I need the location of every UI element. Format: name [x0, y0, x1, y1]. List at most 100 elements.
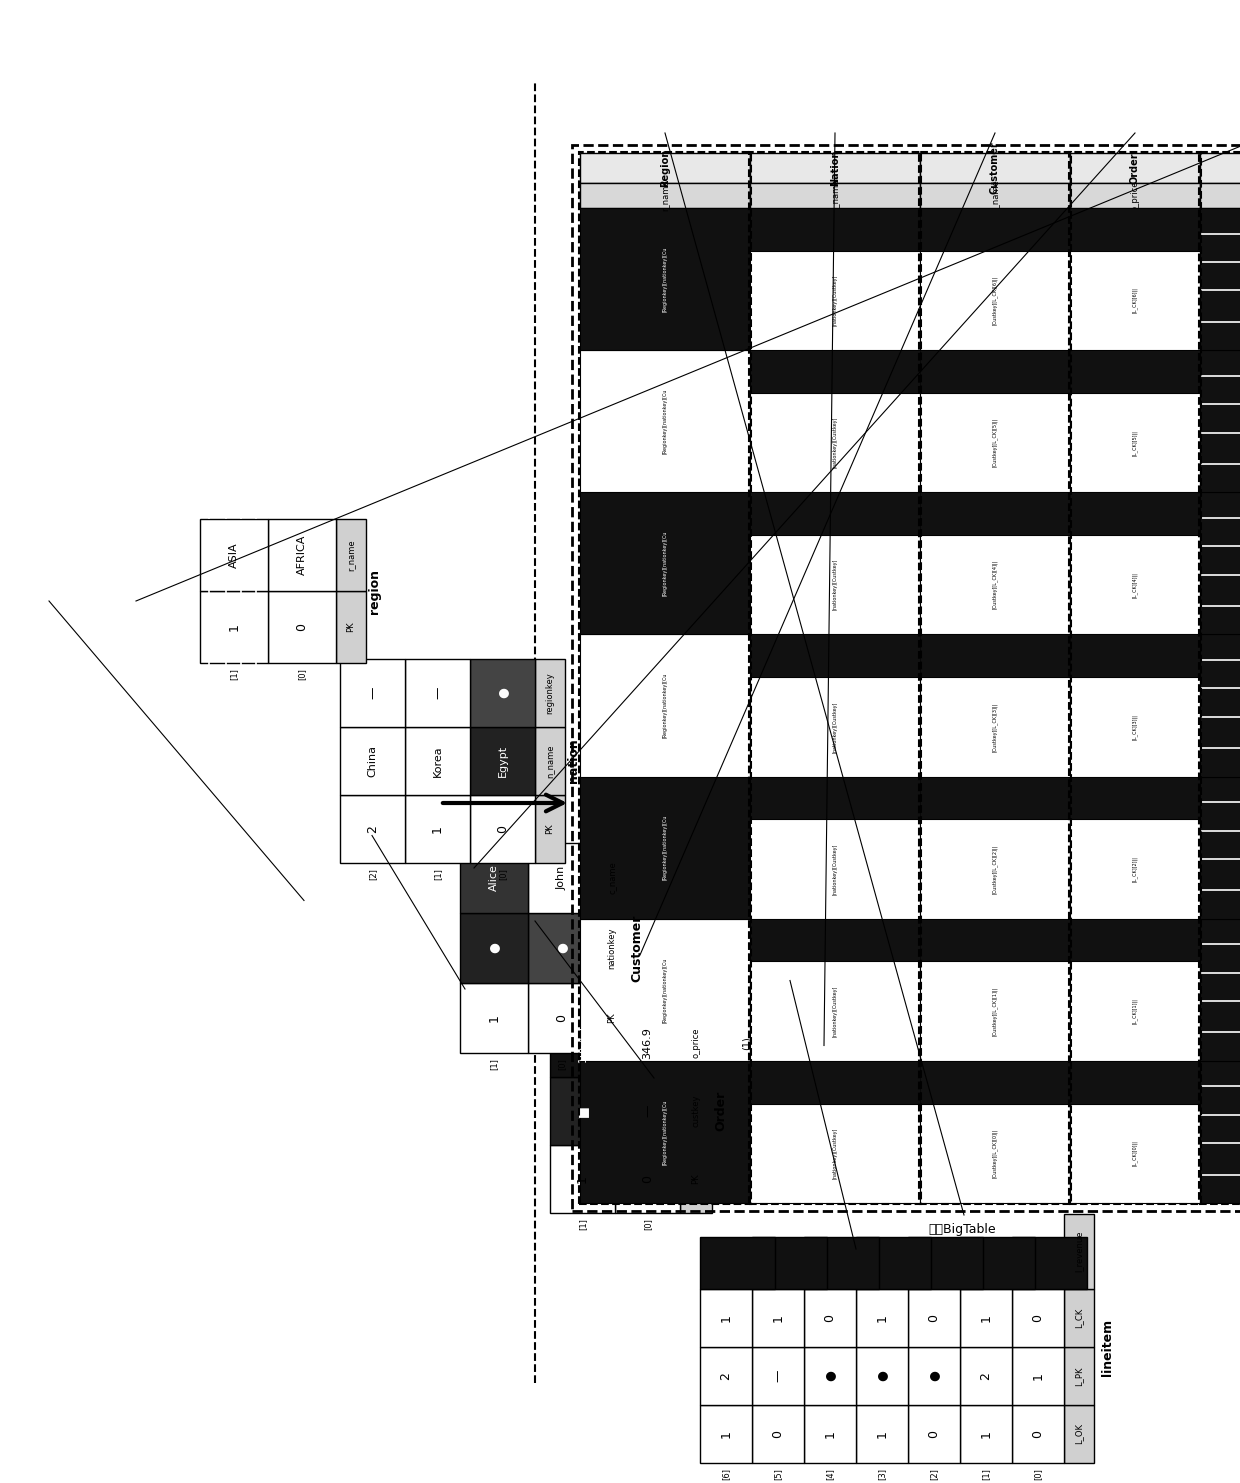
- Text: —: —: [771, 1370, 785, 1382]
- Bar: [920, 635, 1070, 678]
- Text: 1: 1: [227, 623, 241, 630]
- Bar: [1070, 918, 1200, 961]
- Text: Region: Region: [660, 148, 670, 187]
- Text: ●: ●: [496, 688, 508, 698]
- Text: custkey: custkey: [692, 1094, 701, 1127]
- Bar: [580, 777, 750, 918]
- Bar: [751, 1237, 827, 1289]
- Bar: [580, 208, 750, 350]
- Text: [Custkey][L_CK][4]||: [Custkey][L_CK][4]||: [992, 561, 998, 610]
- Bar: [856, 1404, 908, 1464]
- Text: ●: ●: [487, 943, 501, 954]
- Text: Egypt: Egypt: [497, 744, 507, 777]
- Bar: [680, 1145, 712, 1213]
- Text: [0]: [0]: [558, 1057, 567, 1069]
- Text: 1: 1: [875, 1314, 889, 1321]
- Text: [Custkey][L_CK][1]||: [Custkey][L_CK][1]||: [992, 986, 998, 1035]
- Bar: [920, 777, 1070, 819]
- Text: region: region: [368, 568, 381, 614]
- Bar: [908, 1237, 983, 1289]
- Text: [Custkey][L_CK][2]||: [Custkey][L_CK][2]||: [992, 844, 998, 894]
- Text: [L_CK][2]||: [L_CK][2]||: [1132, 856, 1138, 882]
- Text: ●: ●: [556, 943, 568, 954]
- Bar: [856, 1237, 931, 1289]
- Text: [Custkey][L_CK][6]||: [Custkey][L_CK][6]||: [992, 276, 998, 325]
- Text: 0: 0: [1032, 1314, 1044, 1321]
- Bar: [580, 492, 750, 635]
- Text: [L_CK][3]||: [L_CK][3]||: [1132, 713, 1138, 740]
- Bar: [551, 1145, 615, 1213]
- Bar: [751, 1347, 804, 1404]
- Bar: [920, 1060, 1070, 1103]
- Bar: [528, 842, 596, 914]
- Text: PK: PK: [608, 1013, 616, 1023]
- Bar: [1200, 153, 1240, 182]
- Text: [L_CK][5]||: [L_CK][5]||: [1132, 430, 1138, 455]
- Bar: [551, 1077, 615, 1145]
- Text: regionkey: regionkey: [546, 672, 554, 713]
- Bar: [920, 678, 1070, 777]
- Text: c_name: c_name: [991, 179, 999, 212]
- Text: o_price: o_price: [1131, 181, 1140, 211]
- Text: Order: Order: [714, 1091, 727, 1132]
- Bar: [1200, 350, 1240, 492]
- Bar: [1200, 918, 1240, 1060]
- Text: —: —: [366, 687, 379, 700]
- Bar: [751, 1289, 804, 1347]
- Bar: [1069, 151, 1202, 1204]
- Text: [2]: [2]: [368, 868, 377, 879]
- Bar: [1200, 208, 1240, 350]
- Text: 1: 1: [487, 1014, 501, 1022]
- Text: [L_CK][1]||: [L_CK][1]||: [1132, 998, 1138, 1025]
- Text: ASIA: ASIA: [229, 543, 239, 568]
- Bar: [580, 182, 750, 208]
- Bar: [750, 393, 920, 492]
- Text: [Regionkey][nationkey][Cu: [Regionkey][nationkey][Cu: [662, 246, 667, 311]
- Text: o_price: o_price: [692, 1028, 701, 1059]
- Bar: [615, 1008, 680, 1077]
- Bar: [804, 1289, 856, 1347]
- Bar: [340, 658, 405, 727]
- Text: Order: Order: [1130, 153, 1140, 184]
- Bar: [750, 182, 920, 208]
- Text: [Custkey][L_CK][0]||: [Custkey][L_CK][0]||: [992, 1129, 998, 1178]
- Text: l_revenue: l_revenue: [1075, 1231, 1084, 1272]
- Text: 1: 1: [719, 1430, 733, 1439]
- Text: [Custkey][L_CK][5]||: [Custkey][L_CK][5]||: [992, 418, 998, 467]
- Bar: [751, 1404, 804, 1464]
- Text: [Regionkey][nationkey][Cu: [Regionkey][nationkey][Cu: [662, 814, 667, 881]
- Bar: [1012, 1237, 1087, 1289]
- Bar: [750, 1060, 920, 1103]
- Bar: [856, 1289, 908, 1347]
- Bar: [470, 795, 534, 863]
- Bar: [572, 145, 1240, 1212]
- Bar: [960, 1347, 1012, 1404]
- Bar: [920, 153, 1070, 182]
- Text: 0: 0: [496, 825, 508, 833]
- Text: 1: 1: [980, 1314, 992, 1321]
- Bar: [701, 1347, 751, 1404]
- Bar: [701, 1289, 751, 1347]
- Text: [5]: [5]: [774, 1468, 782, 1480]
- Bar: [596, 842, 627, 914]
- Bar: [749, 151, 921, 1204]
- Bar: [804, 1404, 856, 1464]
- Text: [L_CK][4]||: [L_CK][4]||: [1132, 571, 1138, 598]
- Bar: [750, 251, 920, 350]
- Text: Korea: Korea: [433, 744, 443, 777]
- Bar: [680, 1008, 712, 1077]
- Bar: [1070, 208, 1200, 251]
- Bar: [920, 492, 1070, 535]
- Bar: [1200, 492, 1240, 635]
- Bar: [920, 535, 1070, 635]
- Text: Customer: Customer: [630, 915, 644, 982]
- Bar: [1070, 961, 1200, 1060]
- Bar: [1070, 777, 1200, 819]
- Bar: [405, 727, 470, 795]
- Text: [1]: [1]: [229, 667, 238, 679]
- Text: ●: ●: [823, 1370, 837, 1382]
- Text: John: John: [557, 866, 567, 890]
- Bar: [1200, 777, 1240, 918]
- Bar: [551, 1008, 615, 1077]
- Bar: [960, 1404, 1012, 1464]
